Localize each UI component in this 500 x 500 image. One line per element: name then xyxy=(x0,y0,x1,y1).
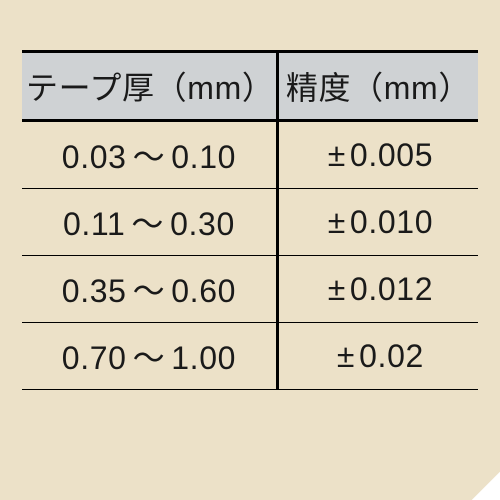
cell-thickness: 0.35～0.60 xyxy=(22,256,277,323)
precision-value: 0.012 xyxy=(350,271,433,307)
range-hi: 0.30 xyxy=(170,206,235,242)
table-row: 0.35～0.60 ±0.012 xyxy=(22,256,478,323)
col-header-precision: 精度（mm） xyxy=(277,52,478,121)
plus-minus-icon: ± xyxy=(324,137,350,173)
col-header-thickness: テープ厚（mm） xyxy=(22,52,277,121)
cell-precision: ±0.010 xyxy=(277,189,478,256)
range-lo: 0.11 xyxy=(63,206,125,242)
table-body: 0.03～0.10 ±0.005 0.11～0.30 ±0.010 0.35～0… xyxy=(22,121,478,390)
precision-value: 0.005 xyxy=(350,137,433,173)
tilde-icon: ～ xyxy=(127,139,172,175)
table-header-row: テープ厚（mm） 精度（mm） xyxy=(22,52,478,121)
range-hi: 0.10 xyxy=(171,139,236,175)
range-lo: 0.03 xyxy=(62,139,127,175)
plus-minus-icon: ± xyxy=(333,338,359,374)
table-row: 0.70～1.00 ±0.02 xyxy=(22,323,478,390)
cell-precision: ±0.005 xyxy=(277,121,478,189)
cell-thickness: 0.11～0.30 xyxy=(22,189,277,256)
tilde-icon: ～ xyxy=(127,273,172,309)
precision-value: 0.010 xyxy=(350,204,433,240)
tilde-icon: ～ xyxy=(125,206,170,242)
plus-minus-icon: ± xyxy=(324,204,350,240)
spec-table: テープ厚（mm） 精度（mm） 0.03～0.10 ±0.005 0.11～0.… xyxy=(22,50,478,390)
table-row: 0.03～0.10 ±0.005 xyxy=(22,121,478,189)
plus-minus-icon: ± xyxy=(324,271,350,307)
cell-precision: ±0.012 xyxy=(277,256,478,323)
precision-value: 0.02 xyxy=(359,338,424,374)
range-hi: 1.00 xyxy=(171,340,236,376)
range-lo: 0.70 xyxy=(62,340,127,376)
cell-precision: ±0.02 xyxy=(277,323,478,390)
table-row: 0.11～0.30 ±0.010 xyxy=(22,189,478,256)
cell-thickness: 0.03～0.10 xyxy=(22,121,277,189)
cell-thickness: 0.70～1.00 xyxy=(22,323,277,390)
corner-fold-icon xyxy=(472,472,500,500)
range-hi: 0.60 xyxy=(171,273,236,309)
range-lo: 0.35 xyxy=(62,273,127,309)
spec-table-card: テープ厚（mm） 精度（mm） 0.03～0.10 ±0.005 0.11～0.… xyxy=(0,0,500,500)
tilde-icon: ～ xyxy=(127,340,172,376)
